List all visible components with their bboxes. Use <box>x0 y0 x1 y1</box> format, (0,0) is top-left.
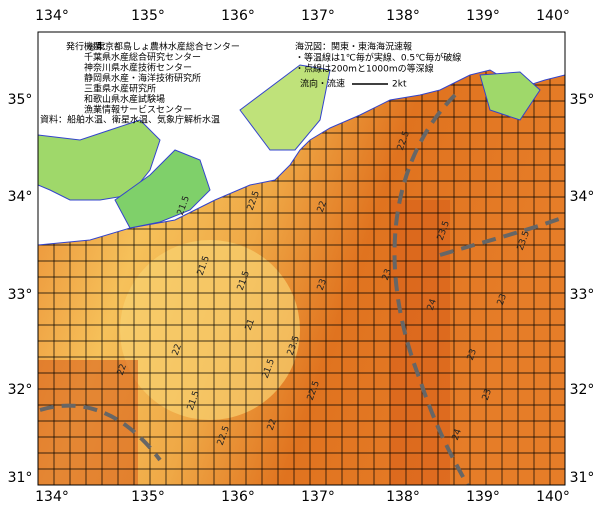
lon-label: 136° <box>221 8 255 24</box>
isotherm-label: 24 <box>426 297 439 311</box>
isotherm-label: 23 <box>316 278 329 292</box>
map-area: 22.522.52221.521.521.52121.521.52222.523… <box>38 32 565 485</box>
lon-label: 135° <box>131 489 165 505</box>
isotherm-label: 23 <box>466 348 479 362</box>
lon-label: 139° <box>466 8 500 24</box>
notes: 海況図：関東・東海海況速報・等温線は1℃毎が実線、0.5℃毎が破線・点線は200… <box>295 41 461 75</box>
isotherm-label: 23 <box>381 268 394 282</box>
lon-label: 137° <box>301 8 335 24</box>
isotherm-label: 22 <box>316 200 329 214</box>
lat-label: 33° <box>8 287 33 303</box>
isotherm-label: 22 <box>171 343 184 357</box>
lat-label: 31° <box>8 470 33 486</box>
tokyo-bay <box>479 71 541 121</box>
lon-label: 138° <box>386 489 420 505</box>
kii-peninsula <box>114 149 211 229</box>
note: ・等温線は1℃毎が実線、0.5℃毎が破線 <box>295 52 461 64</box>
lat-label: 33° <box>570 287 595 303</box>
isotherm-label: 23 <box>496 293 509 307</box>
lon-label: 140° <box>536 489 570 505</box>
publisher: 静岡県水産・海洋技術研究所 <box>84 72 201 84</box>
ise-bay <box>239 64 331 151</box>
lon-label: 139° <box>466 489 500 505</box>
isotherm-label: 24 <box>451 427 464 441</box>
cool-water <box>120 240 300 420</box>
lat-label: 31° <box>570 470 595 486</box>
kuroshio-axis <box>39 93 565 485</box>
lon-label: 138° <box>386 8 420 24</box>
isotherm-label: 23 <box>481 388 494 402</box>
isotherm-label: 22 <box>116 363 129 377</box>
note: ・点線は200mと1000mの等深線 <box>295 63 434 75</box>
note: 海況図：関東・東海海況速報 <box>295 41 412 53</box>
lat-label: 35° <box>8 92 33 108</box>
lat-label: 34° <box>570 189 595 205</box>
warm-water <box>38 360 138 485</box>
warm-water <box>390 200 450 485</box>
publisher: 神奈川県水産技術センター <box>84 62 192 74</box>
lon-label: 136° <box>221 489 255 505</box>
publishers: ◎東京都島しょ農林水産総合センター千葉県水産総合研究センター神奈川県水産技術セン… <box>84 41 240 116</box>
publisher-label: 発行機関： <box>66 41 111 53</box>
lat-label: 32° <box>8 382 33 398</box>
lat-label: 34° <box>8 189 33 205</box>
lat-label: 35° <box>570 92 595 108</box>
publisher: 漁業情報サービスセンター <box>84 104 192 116</box>
lon-label: 140° <box>536 8 570 24</box>
isotherm-label: 21 <box>244 318 257 332</box>
publisher: ◎東京都島しょ農林水産総合センター <box>88 41 240 53</box>
lat-label: 32° <box>570 382 595 398</box>
publisher: 和歌山県水産試験場 <box>84 93 165 105</box>
lon-label: 137° <box>301 489 335 505</box>
current-scale: 2kt <box>392 80 407 90</box>
lon-label: 134° <box>35 489 69 505</box>
lon-label: 135° <box>131 8 165 24</box>
isotherm-label: 22 <box>266 418 279 432</box>
publisher: 三重県水産研究所 <box>84 83 156 95</box>
lon-label: 134° <box>35 8 69 24</box>
current-legend: 流向・流速 <box>300 78 345 90</box>
ticks: 134° 134° 135° 135° 136° 136° 137° 137° 138° 138°… <box>8 8 595 505</box>
frame <box>37 31 566 486</box>
source: 資料：船舶水温、衛星水温、気象庁解析水温 <box>40 114 220 126</box>
publisher: 千葉県水産総合研究センター <box>84 51 201 63</box>
